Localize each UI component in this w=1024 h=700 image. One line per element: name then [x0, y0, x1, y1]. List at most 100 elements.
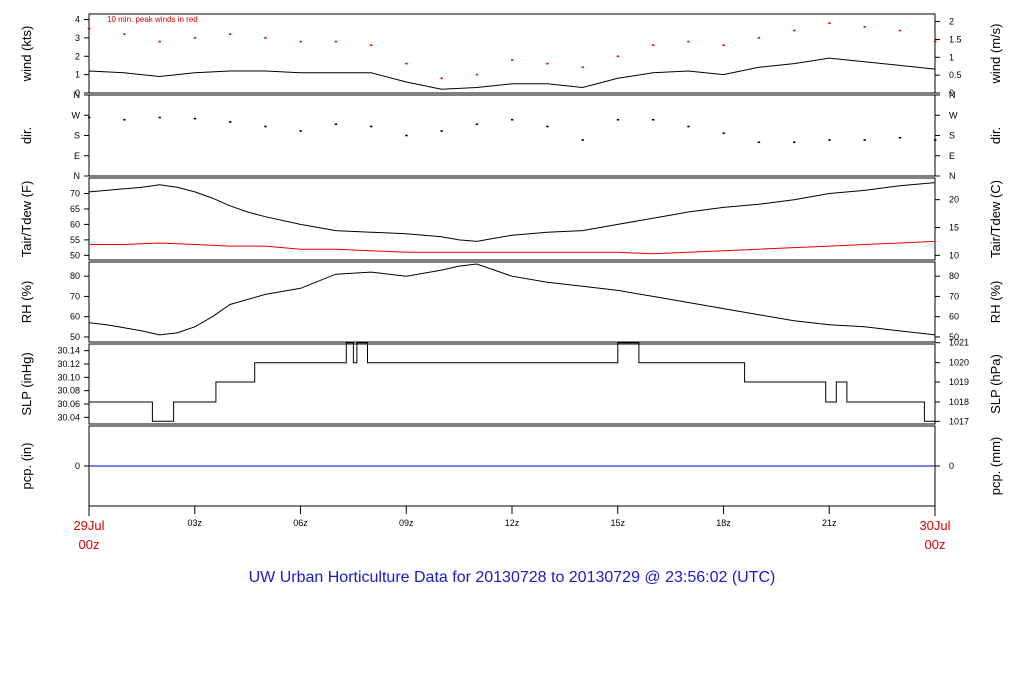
x-tick-label: 06z: [293, 518, 308, 528]
left-tick-label: W: [72, 110, 81, 120]
right-tick-label: 1.5: [949, 34, 962, 44]
peak-wind-annotation: 10 min. peak winds in red: [107, 15, 198, 24]
right-tick-label: 1018: [949, 397, 969, 407]
data-point: [687, 125, 690, 128]
left-tick-label: 70: [70, 188, 80, 198]
data-point: [334, 123, 338, 126]
left-tick-label: 30.12: [57, 359, 80, 369]
right-tick-label: 60: [949, 312, 959, 322]
right-axis-label: Tair/Tdew (C): [988, 180, 1003, 258]
left-tick-label: 0: [75, 88, 80, 98]
x-hour-label: 00z: [79, 537, 100, 552]
panel-frame: [88, 261, 936, 343]
series-direction: [88, 116, 937, 144]
data-point: [334, 40, 338, 43]
data-point: [934, 139, 937, 141]
right-tick-label: E: [949, 151, 955, 161]
panel-frame: [88, 94, 936, 177]
left-axis-label: dir.: [19, 127, 34, 144]
right-tick-label: N: [949, 90, 956, 100]
data-point: [757, 37, 761, 39]
data-point: [722, 44, 725, 47]
left-axis-label: SLP (inHg): [19, 352, 34, 415]
right-tick-label: W: [949, 110, 958, 120]
data-point: [123, 33, 126, 36]
data-point: [475, 123, 479, 126]
data-point: [581, 139, 584, 141]
chart-title: UW Urban Horticulture Data for 20130728 …: [249, 569, 776, 586]
series-Tdew: [89, 240, 936, 255]
right-tick-label: 50: [949, 332, 959, 342]
x-hour-label: 00z: [925, 537, 946, 552]
data-point: [88, 27, 91, 30]
data-point: [898, 29, 902, 32]
right-tick-label: 1021: [949, 338, 969, 348]
right-tick-label: 0: [949, 88, 954, 98]
data-point: [616, 118, 620, 121]
right-tick-label: N: [949, 171, 956, 181]
data-point: [511, 118, 514, 121]
series-RH: [88, 263, 936, 336]
panel-frame: [88, 177, 936, 261]
data-point: [934, 40, 937, 43]
data-point: [722, 132, 725, 135]
panel-pcp: 0 0 pcp. (in) pcp. (mm): [19, 425, 1003, 507]
data-point: [88, 116, 91, 119]
series-wind-speed: [88, 57, 936, 90]
left-tick-label: 80: [70, 271, 80, 281]
data-point: [511, 59, 514, 61]
left-axis-label: RH (%): [19, 281, 34, 324]
left-tick-label: 65: [70, 204, 80, 214]
data-point: [546, 62, 549, 65]
right-tick-label: 2: [949, 17, 954, 27]
data-point: [405, 134, 408, 137]
data-point: [581, 66, 584, 69]
x-tick-label: 15z: [610, 518, 625, 528]
x-date-label: 30Jul: [919, 518, 950, 533]
panel-wind: 0 1 2 3 4 0 0.5 1 1.5 2 wind (kts) wind (m/s) 10 min…: [19, 13, 1003, 98]
data-point: [828, 139, 831, 141]
right-tick-label: 1020: [949, 358, 969, 368]
data-point: [264, 37, 267, 39]
data-point: [793, 29, 796, 32]
data-point: [370, 125, 373, 128]
right-tick-label: 20: [949, 195, 959, 205]
left-tick-label: 2: [75, 51, 80, 61]
data-point: [828, 22, 831, 24]
left-tick-label: 30.06: [57, 399, 80, 409]
right-tick-label: 70: [949, 291, 959, 301]
x-tick-label: 09z: [399, 518, 414, 528]
panel-temp: 50 55 60 65 70 10 15 20 Tair/Tdew (F) Tair/Tdew (…: [19, 177, 1003, 261]
right-tick-label: 10: [949, 250, 959, 260]
left-tick-label: 4: [75, 15, 80, 25]
right-tick-label: 1019: [949, 377, 969, 387]
data-point: [863, 26, 866, 28]
data-point: [475, 73, 479, 76]
series-SLP: [89, 342, 935, 422]
data-point: [757, 141, 761, 144]
left-tick-label: 30.08: [57, 386, 80, 396]
left-tick-label: S: [74, 131, 80, 141]
data-point: [546, 125, 549, 128]
data-point: [123, 118, 126, 121]
left-axis-label: pcp. (in): [19, 443, 34, 490]
data-point: [193, 117, 197, 120]
data-point: [264, 125, 267, 128]
panel-frame: [88, 343, 936, 425]
data-point: [440, 130, 443, 132]
x-axis: 03z 06z 09z 12z 15z 18z 21z 29Jul 00z 30Jul 00z: [73, 506, 951, 552]
left-tick-label: 30.10: [57, 372, 80, 382]
series-Tair: [88, 182, 936, 242]
x-date-label: 29Jul: [73, 518, 104, 533]
right-axis-label: SLP (hPa): [988, 354, 1003, 414]
data-point: [440, 77, 443, 80]
panel-frame: [88, 13, 936, 94]
right-tick-label: 1: [949, 52, 954, 62]
right-axis-label: pcp. (mm): [988, 437, 1003, 496]
data-point: [229, 33, 232, 36]
x-tick-label: 21z: [822, 518, 837, 528]
panel-rh: 50 60 70 80 50 60 70 80 RH (%) RH (%): [19, 261, 1003, 343]
left-axis-label: Tair/Tdew (F): [19, 181, 34, 258]
left-tick-label: 70: [70, 291, 80, 301]
